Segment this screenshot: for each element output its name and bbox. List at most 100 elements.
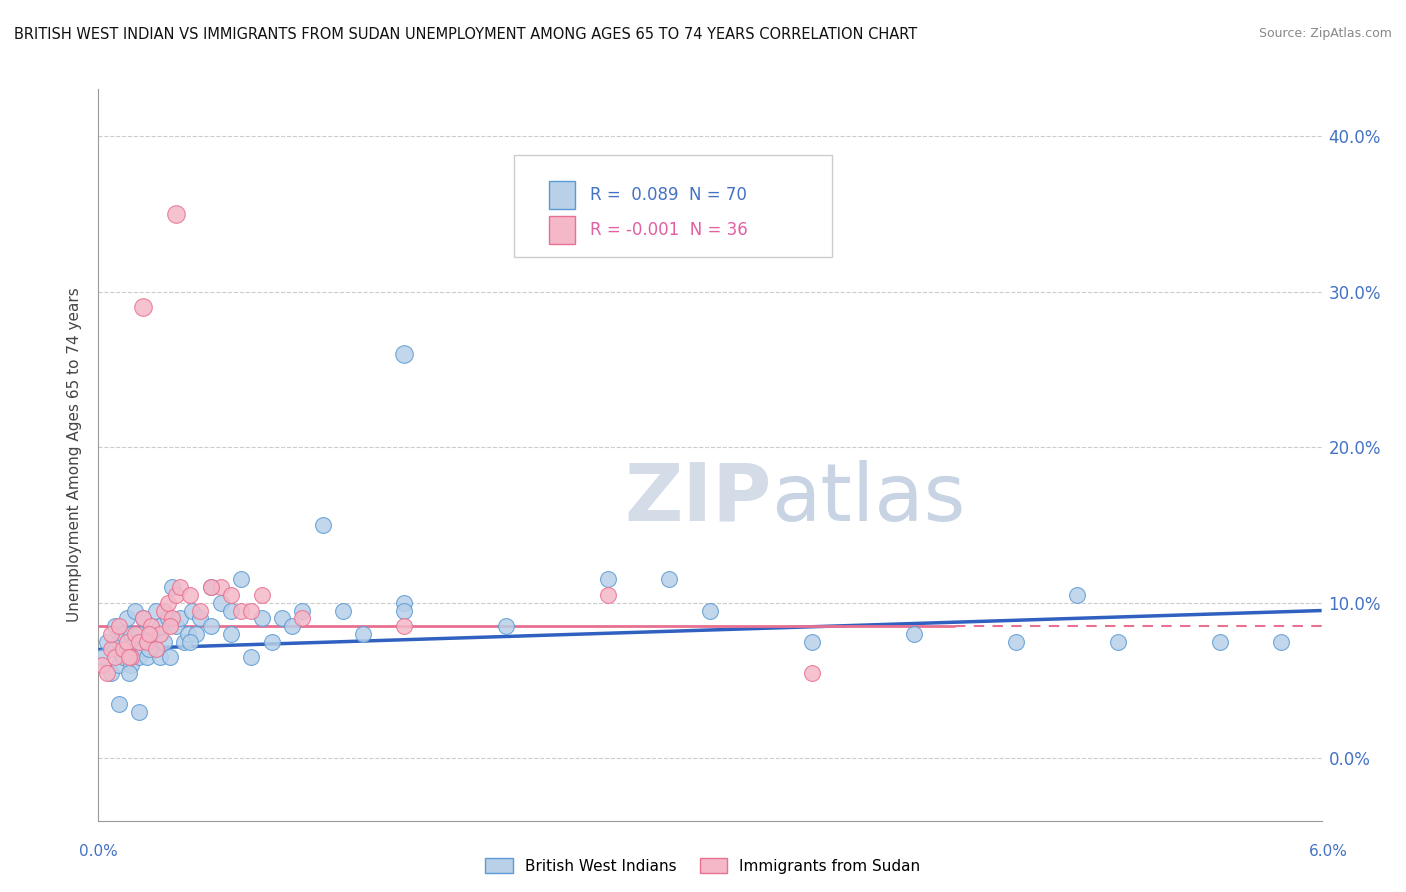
Point xyxy=(209,596,232,610)
Point xyxy=(128,627,150,641)
Point xyxy=(200,619,222,633)
Point xyxy=(801,634,824,648)
Point xyxy=(240,650,263,665)
Point xyxy=(188,611,212,625)
Text: BRITISH WEST INDIAN VS IMMIGRANTS FROM SUDAN UNEMPLOYMENT AMONG AGES 65 TO 74 YE: BRITISH WEST INDIAN VS IMMIGRANTS FROM S… xyxy=(14,27,917,42)
Point xyxy=(165,207,187,221)
Point xyxy=(152,634,174,648)
Text: 0.0%: 0.0% xyxy=(79,845,118,859)
Point xyxy=(100,642,122,657)
FancyBboxPatch shape xyxy=(548,216,575,244)
Point xyxy=(495,619,517,633)
Point xyxy=(118,650,141,665)
Point xyxy=(699,603,721,617)
Point xyxy=(96,665,118,680)
Point xyxy=(159,650,181,665)
Point xyxy=(392,619,416,633)
Point xyxy=(392,603,416,617)
Point xyxy=(311,518,335,533)
Point xyxy=(332,603,354,617)
Point xyxy=(352,627,374,641)
Point xyxy=(124,627,146,641)
Point xyxy=(156,596,179,610)
Text: atlas: atlas xyxy=(772,459,966,538)
Point xyxy=(392,596,416,610)
Point xyxy=(596,588,619,602)
Point xyxy=(104,650,127,665)
Point xyxy=(173,634,195,648)
Point xyxy=(120,650,142,665)
Point xyxy=(96,634,118,648)
Point xyxy=(149,650,172,665)
Point xyxy=(229,603,253,617)
Point xyxy=(219,588,242,602)
Point xyxy=(281,619,304,633)
Point xyxy=(186,627,208,641)
Point xyxy=(138,627,160,641)
Point xyxy=(260,634,283,648)
Point xyxy=(801,665,824,680)
Point xyxy=(128,650,150,665)
Text: R = -0.001  N = 36: R = -0.001 N = 36 xyxy=(591,220,748,239)
Text: ZIP: ZIP xyxy=(624,459,772,538)
Point xyxy=(132,300,155,314)
Point xyxy=(209,580,232,594)
Point xyxy=(104,619,127,633)
Point xyxy=(108,619,131,633)
Point xyxy=(152,603,174,617)
Point xyxy=(141,627,163,641)
Point xyxy=(179,634,201,648)
Text: 6.0%: 6.0% xyxy=(1309,845,1348,859)
FancyBboxPatch shape xyxy=(515,155,832,258)
Point xyxy=(145,603,167,617)
Point xyxy=(132,611,155,625)
Point xyxy=(1270,634,1292,648)
Point xyxy=(1208,634,1230,648)
Point xyxy=(165,588,187,602)
Text: R =  0.089  N = 70: R = 0.089 N = 70 xyxy=(591,186,747,204)
Point xyxy=(108,697,131,711)
Point xyxy=(159,619,181,633)
Point xyxy=(141,619,163,633)
Point xyxy=(145,642,167,657)
Point xyxy=(115,634,138,648)
Point xyxy=(149,619,172,633)
Point xyxy=(115,611,138,625)
Point xyxy=(160,580,183,594)
Point xyxy=(128,634,150,648)
Point xyxy=(108,634,131,648)
Legend: British West Indians, Immigrants from Sudan: British West Indians, Immigrants from Su… xyxy=(479,852,927,880)
Point xyxy=(219,627,242,641)
Point xyxy=(108,658,131,673)
Point xyxy=(188,603,212,617)
Point xyxy=(104,642,127,657)
Point xyxy=(124,603,146,617)
Point xyxy=(181,603,204,617)
Point xyxy=(128,705,150,719)
Point xyxy=(177,627,200,641)
Point xyxy=(124,634,146,648)
Point xyxy=(120,627,142,641)
Point xyxy=(903,627,925,641)
Point xyxy=(149,627,172,641)
Point xyxy=(270,611,292,625)
Point xyxy=(100,627,122,641)
Point xyxy=(165,619,187,633)
FancyBboxPatch shape xyxy=(548,181,575,209)
Y-axis label: Unemployment Among Ages 65 to 74 years: Unemployment Among Ages 65 to 74 years xyxy=(67,287,83,623)
Point xyxy=(1066,588,1088,602)
Point xyxy=(200,580,222,594)
Point xyxy=(156,611,179,625)
Point xyxy=(132,642,155,657)
Point xyxy=(160,611,183,625)
Point xyxy=(136,634,159,648)
Text: Source: ZipAtlas.com: Source: ZipAtlas.com xyxy=(1258,27,1392,40)
Point xyxy=(291,611,314,625)
Point xyxy=(111,627,134,641)
Point xyxy=(219,603,242,617)
Point xyxy=(120,658,142,673)
Point xyxy=(250,611,273,625)
Point xyxy=(169,580,191,594)
Point xyxy=(136,634,159,648)
Point xyxy=(118,665,141,680)
